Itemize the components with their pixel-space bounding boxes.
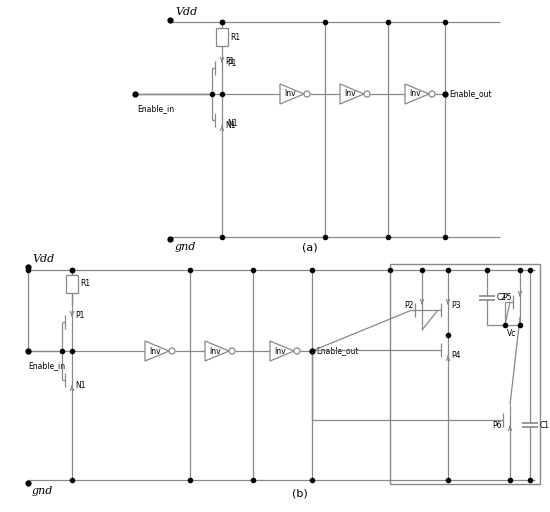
Polygon shape: [405, 84, 429, 104]
Text: Inv: Inv: [410, 90, 421, 98]
Text: Enable_in: Enable_in: [137, 104, 174, 113]
Text: N1: N1: [225, 121, 235, 131]
Text: Inv: Inv: [345, 90, 356, 98]
Text: Inv: Inv: [274, 347, 287, 355]
Text: P1: P1: [227, 59, 236, 69]
Polygon shape: [280, 84, 304, 104]
Text: Enable_in: Enable_in: [28, 361, 65, 370]
Text: P4: P4: [451, 351, 460, 359]
Polygon shape: [340, 84, 364, 104]
Text: P6: P6: [492, 420, 502, 430]
Text: Vdd: Vdd: [32, 254, 54, 264]
Text: Enable_out: Enable_out: [316, 347, 359, 355]
Text: N1: N1: [227, 119, 238, 129]
Text: C1: C1: [540, 420, 550, 430]
Circle shape: [169, 348, 175, 354]
Text: (a): (a): [302, 242, 318, 252]
Text: (b): (b): [292, 489, 308, 499]
Text: Inv: Inv: [210, 347, 221, 355]
Polygon shape: [270, 341, 294, 361]
Text: N1: N1: [75, 381, 85, 391]
Text: Inv: Inv: [285, 90, 296, 98]
Text: P5: P5: [502, 292, 512, 302]
Text: gnd: gnd: [175, 242, 196, 252]
Circle shape: [304, 91, 310, 97]
Circle shape: [364, 91, 370, 97]
Text: Enable_out: Enable_out: [449, 90, 492, 98]
Circle shape: [429, 91, 435, 97]
Text: Vdd: Vdd: [175, 7, 197, 17]
Text: P2: P2: [404, 301, 414, 309]
Text: P3: P3: [451, 301, 460, 309]
Text: Inv: Inv: [150, 347, 161, 355]
Circle shape: [229, 348, 235, 354]
Text: C2: C2: [497, 293, 507, 303]
Bar: [66, 275, 78, 293]
Bar: [390, 264, 540, 484]
Text: P1: P1: [225, 57, 234, 67]
Polygon shape: [145, 341, 169, 361]
Text: R1: R1: [230, 32, 240, 41]
Bar: [216, 28, 228, 46]
Text: R1: R1: [80, 280, 90, 288]
Text: Vc: Vc: [507, 329, 516, 337]
Circle shape: [294, 348, 300, 354]
Text: P1: P1: [75, 311, 84, 321]
Text: gnd: gnd: [32, 486, 53, 496]
Polygon shape: [205, 341, 229, 361]
